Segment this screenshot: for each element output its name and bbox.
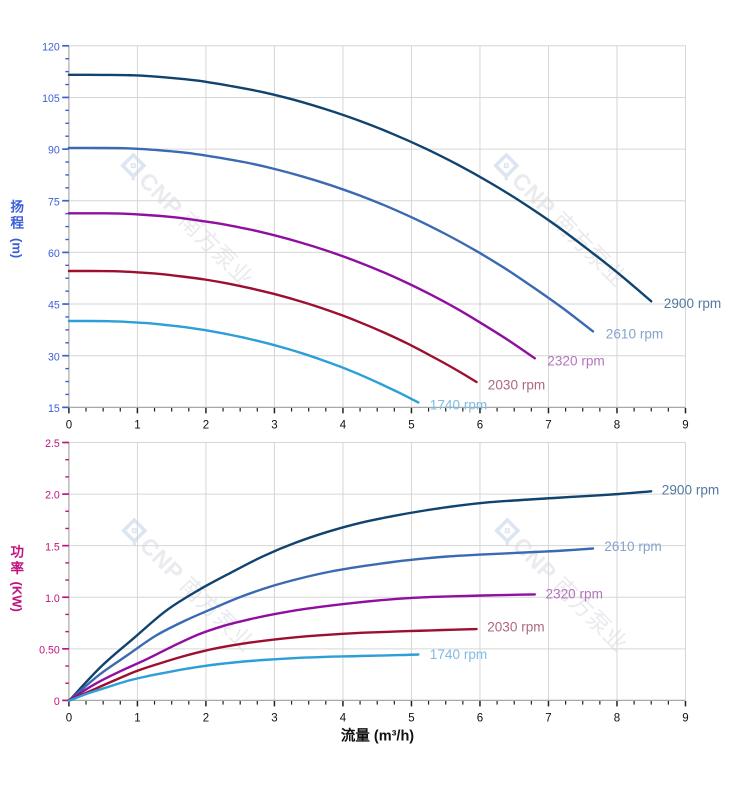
svg-text:4: 4 bbox=[340, 420, 347, 432]
svg-text:1740 rpm: 1740 rpm bbox=[430, 647, 487, 662]
svg-text:2610 rpm: 2610 rpm bbox=[604, 539, 661, 554]
svg-text:1.0: 1.0 bbox=[45, 593, 60, 605]
svg-text:30: 30 bbox=[48, 351, 60, 363]
svg-text:(m): (m) bbox=[10, 238, 25, 258]
svg-text:1740 rpm: 1740 rpm bbox=[430, 397, 487, 412]
svg-text:(KW): (KW) bbox=[10, 582, 25, 612]
svg-text:1.5: 1.5 bbox=[45, 541, 60, 553]
svg-text:1: 1 bbox=[134, 713, 140, 725]
svg-text:2: 2 bbox=[203, 420, 209, 432]
svg-text:2030 rpm: 2030 rpm bbox=[488, 378, 545, 393]
svg-text:0: 0 bbox=[66, 420, 72, 432]
svg-text:1: 1 bbox=[134, 420, 140, 432]
svg-text:0: 0 bbox=[66, 713, 72, 725]
svg-text:率: 率 bbox=[10, 560, 24, 576]
svg-text:9: 9 bbox=[682, 713, 688, 725]
svg-text:功: 功 bbox=[10, 545, 24, 560]
svg-text:流量 (m³/h): 流量 (m³/h) bbox=[341, 726, 414, 744]
svg-text:0: 0 bbox=[54, 696, 60, 708]
svg-text:15: 15 bbox=[48, 403, 60, 415]
svg-text:2: 2 bbox=[203, 713, 209, 725]
svg-text:6: 6 bbox=[477, 713, 483, 725]
svg-text:8: 8 bbox=[614, 420, 620, 432]
svg-text:3: 3 bbox=[271, 713, 277, 725]
svg-text:3: 3 bbox=[271, 420, 277, 432]
svg-text:5: 5 bbox=[408, 713, 414, 725]
svg-text:5: 5 bbox=[408, 420, 414, 432]
svg-text:120: 120 bbox=[42, 41, 60, 53]
svg-text:程: 程 bbox=[10, 215, 24, 230]
svg-text:2320 rpm: 2320 rpm bbox=[547, 354, 604, 369]
svg-text:6: 6 bbox=[477, 420, 483, 432]
svg-text:75: 75 bbox=[48, 196, 60, 208]
svg-text:9: 9 bbox=[682, 420, 688, 432]
svg-text:8: 8 bbox=[614, 713, 620, 725]
svg-text:2900 rpm: 2900 rpm bbox=[662, 483, 719, 498]
svg-text:扬: 扬 bbox=[10, 199, 24, 215]
svg-text:2030 rpm: 2030 rpm bbox=[487, 620, 544, 635]
svg-text:0.50: 0.50 bbox=[39, 644, 60, 656]
svg-text:2.5: 2.5 bbox=[45, 438, 60, 450]
svg-text:7: 7 bbox=[545, 420, 551, 432]
svg-text:2320 rpm: 2320 rpm bbox=[546, 587, 603, 602]
svg-text:2.0: 2.0 bbox=[45, 490, 60, 502]
svg-text:2900 rpm: 2900 rpm bbox=[664, 296, 721, 311]
svg-text:7: 7 bbox=[545, 713, 551, 725]
svg-text:2610 rpm: 2610 rpm bbox=[606, 327, 663, 342]
svg-text:90: 90 bbox=[48, 145, 60, 157]
svg-text:4: 4 bbox=[340, 713, 347, 725]
svg-text:105: 105 bbox=[42, 93, 60, 105]
svg-text:45: 45 bbox=[48, 300, 60, 312]
svg-text:60: 60 bbox=[48, 248, 60, 260]
